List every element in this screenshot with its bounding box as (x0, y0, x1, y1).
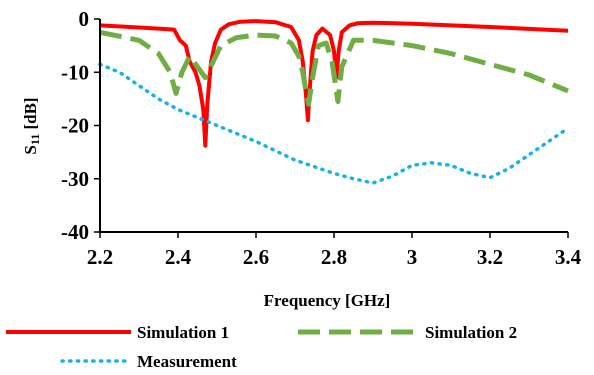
x-axis-title: Frequency [GHz] (264, 291, 391, 310)
y-tick-label: -40 (61, 220, 89, 244)
x-tick-label: 2.8 (321, 245, 347, 269)
legend-label-measurement: Measurement (137, 352, 237, 371)
y-tick-label: -10 (61, 60, 89, 84)
legend-label-simulation-1: Simulation 1 (137, 323, 229, 342)
x-tick-label: 3.2 (477, 245, 503, 269)
series-line-simulation-1 (99, 19, 569, 148)
series-layer (98, 19, 570, 185)
x-tick-label: 2.4 (165, 245, 192, 269)
ticks-layer: 2.2 2.4 2.6 2.8 3 3.2 3.4 0 -10 -20 -30 -40 (61, 7, 582, 269)
x-tick-label: 2.6 (243, 245, 269, 269)
y-axis-title-main: S (21, 145, 40, 154)
series-line-measurement (98, 62, 570, 185)
y-axis-title-sub: 11 (28, 134, 42, 145)
y-tick-label: -30 (61, 167, 89, 191)
y-axis-title: S11 [dB] (21, 97, 42, 154)
legend-label-simulation-2: Simulation 2 (425, 323, 517, 342)
x-tick-label: 3.4 (555, 245, 582, 269)
legend: Simulation 1 Simulation 2 Measurement (6, 323, 517, 371)
x-tick-label: 2.2 (87, 245, 113, 269)
x-tick-label: 3 (407, 245, 418, 269)
y-tick-label: 0 (79, 7, 90, 31)
series-line-simulation-2 (99, 29, 569, 107)
y-axis-title-unit: [dB] (21, 97, 40, 133)
y-tick-label: -20 (61, 114, 89, 138)
